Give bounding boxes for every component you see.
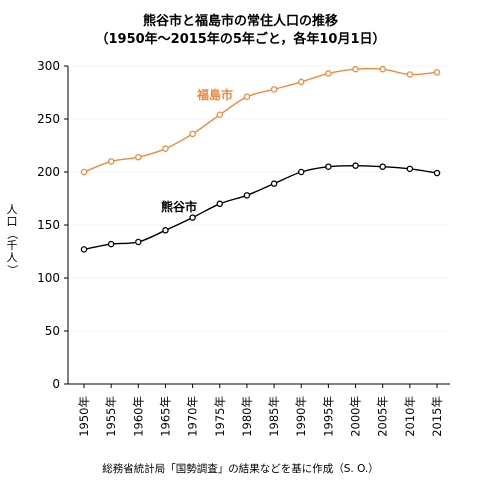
data-point: [243, 192, 251, 199]
data-point: [107, 158, 115, 165]
x-tick-label: 1975年: [213, 396, 227, 437]
source-caption: 総務省統計局「国勢調査」の結果などを基に作成（S. O.）: [102, 463, 379, 475]
x-tick-label: 1960年: [131, 396, 145, 437]
axes: [64, 65, 450, 388]
data-point: [216, 111, 224, 119]
y-tick-labels: 0 50 100 150 200 250 300: [37, 59, 60, 391]
series-label: 福島市: [196, 87, 233, 102]
y-tick-label: 50: [45, 324, 60, 338]
data-point: [379, 65, 386, 73]
data-point: [135, 238, 142, 246]
x-tick-label: 1955年: [104, 396, 118, 437]
data-point: [270, 180, 278, 187]
chart-title: 熊谷市と福島市の常住人口の推移: [142, 14, 338, 29]
data-point: [107, 240, 115, 248]
data-point: [270, 86, 278, 93]
data-point: [189, 214, 196, 221]
x-tick-label: 1950年: [77, 396, 91, 437]
x-tick-label: 1980年: [240, 396, 254, 437]
data-point: [406, 71, 414, 78]
data-point: [189, 130, 196, 138]
series-lines: [80, 65, 441, 253]
data-point: [297, 168, 305, 176]
series-label: 熊谷市: [161, 199, 197, 214]
chart-subtitle: （1950年～2015年の5年ごと，各年10月1日）: [95, 32, 386, 47]
data-point: [352, 65, 359, 73]
data-point: [352, 162, 359, 169]
y-tick-label: 100: [37, 271, 60, 285]
series-line: [83, 164, 438, 251]
x-tick-label: 1965年: [158, 396, 172, 437]
x-tick-label: 1995年: [321, 396, 335, 437]
y-axis-label: 人口（千人）: [6, 203, 19, 276]
data-point: [80, 246, 88, 253]
x-tick-label: 2015年: [430, 396, 444, 437]
data-point: [297, 78, 305, 86]
x-tick-label: 2005年: [376, 396, 390, 437]
x-tick-labels: 1950年 1955年 1960年 1965年 1970年 1975年 1980年 1985年…: [77, 396, 444, 437]
x-tick-label: 1990年: [294, 396, 308, 437]
data-point: [325, 70, 332, 77]
x-tick-label: 2010年: [403, 396, 417, 437]
data-point: [325, 163, 332, 170]
data-point: [162, 145, 169, 152]
data-point: [216, 200, 224, 208]
y-tick-label: 150: [37, 218, 60, 232]
data-point: [243, 93, 251, 100]
x-tick-label: 1970年: [186, 396, 200, 437]
data-point: [135, 153, 142, 161]
y-tick-label: 0: [52, 377, 60, 391]
data-point: [379, 163, 386, 170]
gridlines: [68, 65, 450, 385]
y-tick-label: 300: [37, 59, 60, 73]
data-point: [80, 168, 88, 176]
x-tick-label: 1985年: [267, 396, 281, 437]
x-tick-label: 2000年: [349, 396, 363, 437]
y-tick-label: 250: [37, 112, 60, 126]
data-point: [162, 227, 169, 234]
y-tick-label: 200: [37, 165, 60, 179]
data-point: [433, 169, 441, 177]
data-point: [433, 69, 441, 76]
data-point: [406, 165, 414, 173]
